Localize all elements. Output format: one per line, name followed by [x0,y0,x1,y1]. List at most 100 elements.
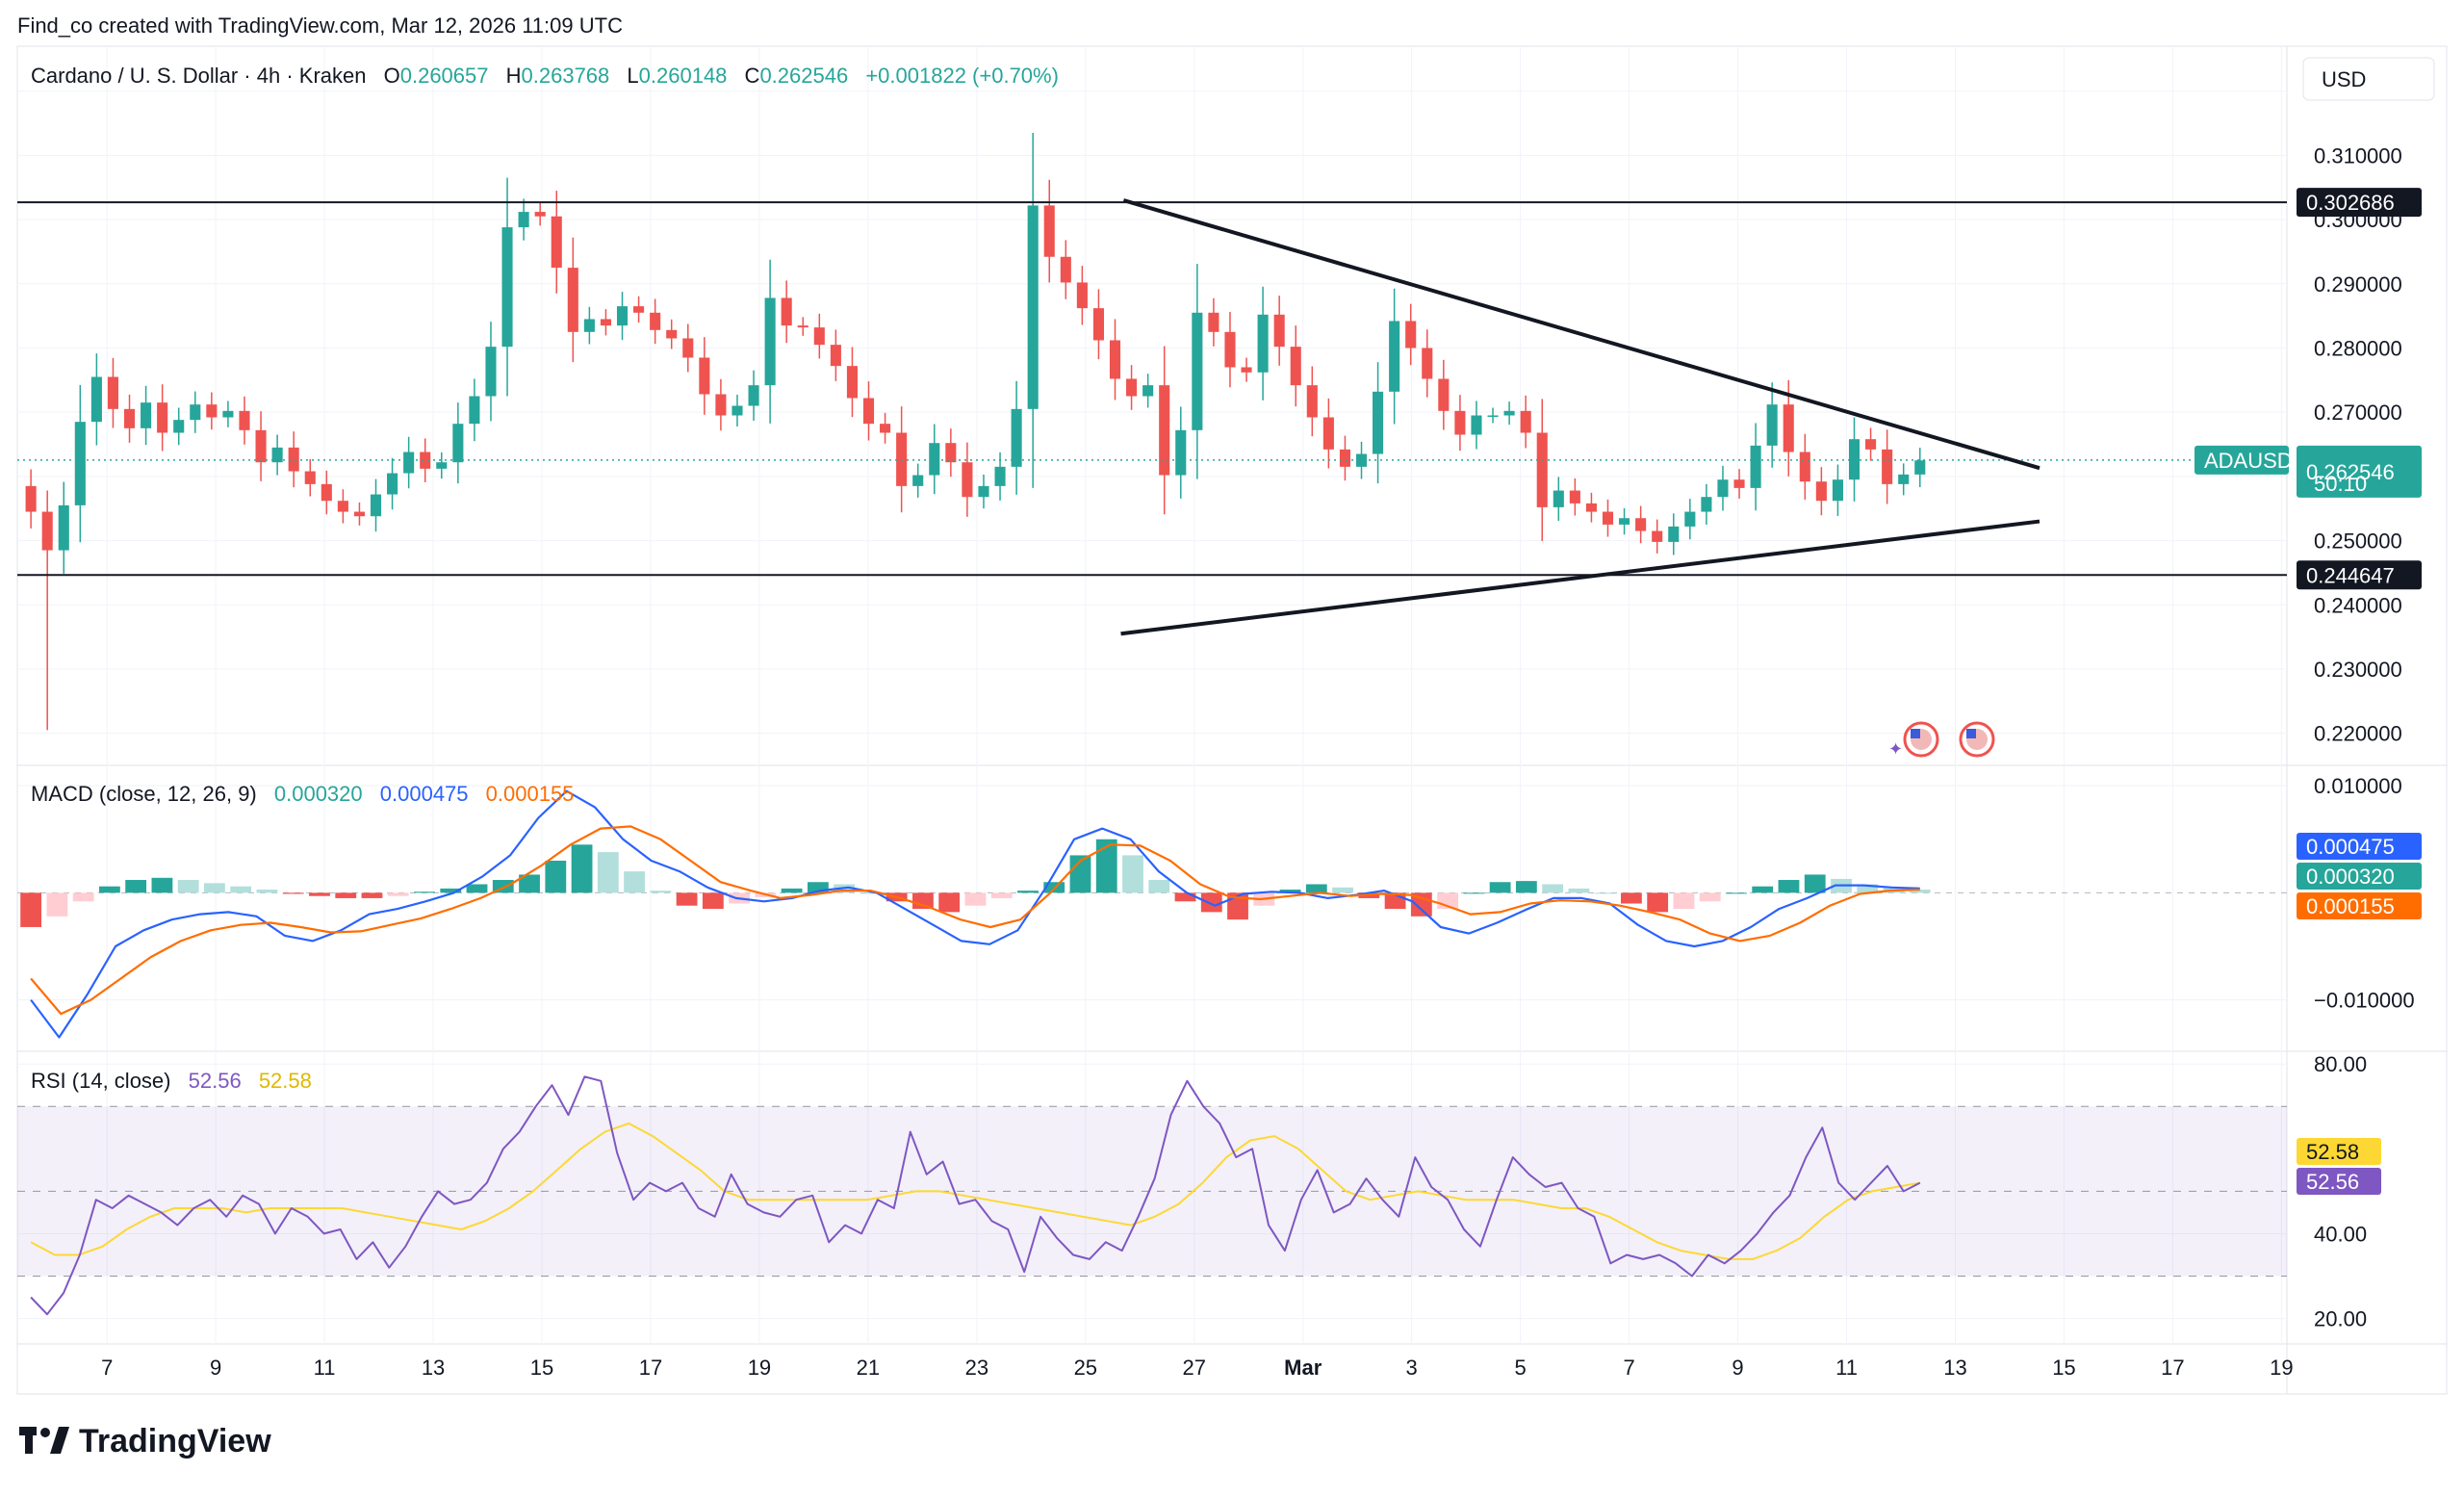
candle-body [764,297,776,386]
macd-histogram-bar [938,892,961,913]
price-tick-label: 0.240000 [2314,593,2402,617]
candle-body [1832,479,1843,502]
candle-body [1717,479,1729,498]
candle-body [304,471,316,484]
rsi-tick-label: 40.00 [2314,1222,2367,1246]
candle-body [650,312,661,330]
macd-histogram-bar [1489,882,1511,893]
candle-body [1224,331,1236,368]
candle-body [862,398,875,425]
candle-body [1175,429,1187,476]
candle-body [1733,479,1745,488]
candle-body [583,319,595,332]
candle-body [846,366,858,399]
candle-body [190,404,201,421]
candle-body [107,376,118,409]
macd-histogram-bar [309,892,330,896]
candle-body [929,443,940,476]
candle-body [58,504,69,551]
candle-body [732,405,743,416]
us-flag-icon[interactable] [1903,721,1939,758]
macd-histogram-bar [1174,892,1196,902]
macd-histogram-bar [1122,855,1143,893]
price-tick-label: 0.280000 [2314,336,2402,360]
candle-body [600,319,611,326]
candle-body [485,347,497,397]
time-tick-label: 11 [1835,1356,1858,1380]
candle-body [141,402,152,428]
candle-body [1914,460,1926,475]
candle-body [337,501,348,512]
candle-body [1208,312,1219,332]
sparkle-icon: ✦ [1888,739,1903,759]
rsi-legend: RSI (14, close) 52.56 52.58 [31,1069,312,1093]
rsi-ma-line [30,1122,1920,1260]
us-flag-icon[interactable] [1959,721,1995,758]
macd-histogram-bar [990,892,1013,898]
candle-body [206,404,218,418]
macd-hist-tag-bg [2297,863,2422,890]
candle-body [666,329,678,339]
candle-body [616,306,629,326]
candle-body [518,212,529,228]
macd-title: MACD (close, 12, 26, 9) [31,782,257,806]
candle-body [912,475,924,486]
candle-body [1536,432,1548,507]
macd-histogram-bar [545,861,567,893]
macd-line-tag-bg [2297,833,2422,860]
candle-body [1273,314,1285,348]
candle-body [1898,474,1910,484]
candle-body [1750,445,1761,488]
macd-histogram-bar [702,892,724,910]
level-tag-lower: 0.244647 [2306,563,2395,587]
candle-body [90,376,102,423]
time-tick-label: 9 [210,1356,221,1380]
candle-body [715,394,727,416]
macd-histogram-bar [1515,881,1537,893]
triangle-trendline [1122,198,2040,471]
macd-signal-line [30,825,1920,1016]
candle-body [1652,530,1663,542]
time-tick-label: 19 [748,1356,771,1380]
candle-body [978,485,989,498]
currency-button[interactable] [2302,57,2435,101]
symbol-tag-bg [2194,445,2289,475]
macd-histogram-bar [519,874,540,893]
candle-body [945,443,957,463]
candle-body [830,345,841,367]
candle-body [633,306,645,313]
candle-body [1668,526,1680,542]
last-price-tag-bg [2297,445,2422,498]
macd-histogram-bar [20,892,42,927]
open-label: O [384,64,400,88]
macd-signal-tag-bg [2297,892,2422,919]
time-tick-label: 17 [2161,1356,2184,1380]
macd-histogram-bar [1227,892,1248,920]
macd-histogram-bar [151,877,173,893]
macd-hist-value: 0.000320 [274,782,363,806]
symbol-tag: ADAUSD [2204,449,2293,473]
rsi-ma-tag: 52.58 [2306,1140,2359,1164]
level-tag-upper: 0.302686 [2306,191,2395,215]
candle-body [1060,256,1071,283]
macd-histogram-bar [1332,887,1353,893]
macd-histogram-bar [1726,892,1747,894]
candle-body [1109,340,1121,379]
price-tick-label: 0.230000 [2314,658,2402,682]
macd-histogram-bar [1647,892,1669,913]
macd-tick-label: 0.010000 [2314,774,2402,798]
candle-body [353,511,365,517]
macd-histogram-bar [125,880,147,893]
macd-histogram-bar [177,880,199,893]
candle-body [1619,518,1630,525]
candle-body [222,410,234,418]
rsi-ma-tag-bg [2297,1138,2381,1165]
candle-body [1783,404,1794,452]
macd-histogram-bar [361,892,383,898]
candle-body [567,268,578,332]
macd-histogram-bar [98,886,120,893]
level-tag-upper-bg [2297,188,2422,218]
macd-histogram-bar [650,891,672,893]
candle-body [1882,449,1893,484]
